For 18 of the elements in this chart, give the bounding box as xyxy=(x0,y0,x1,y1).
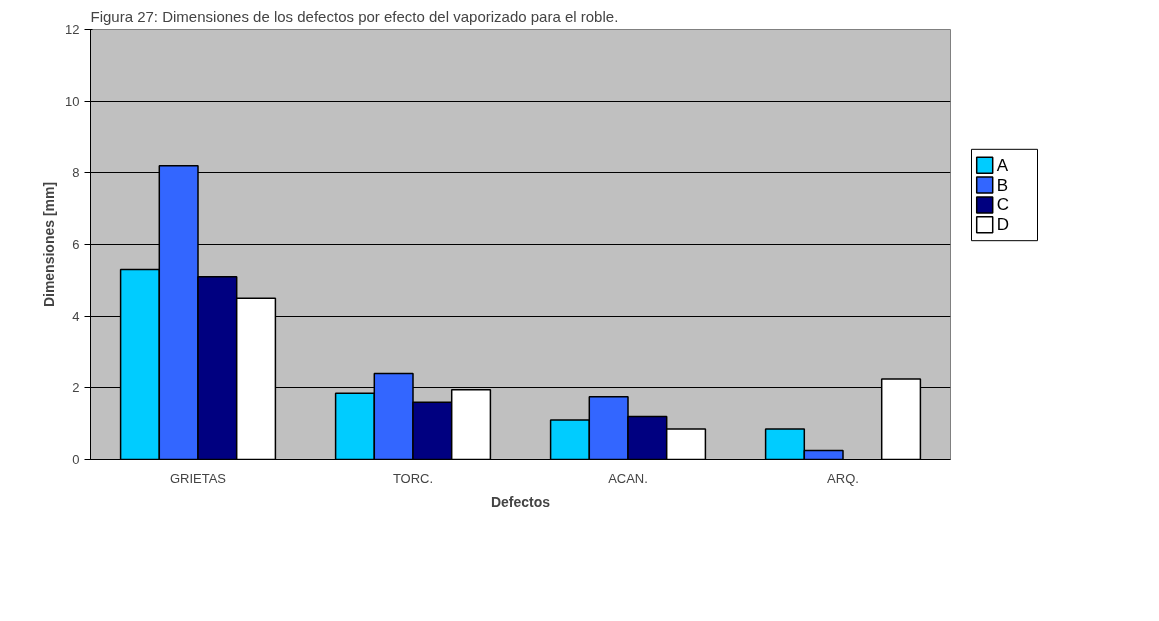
chart-title: Figura 27: Dimensiones de los defectos por efecto del vaporizado para el roble. xyxy=(90,7,619,25)
y-tick-label: 2 xyxy=(72,380,80,396)
y-tick-label: 6 xyxy=(72,237,80,252)
legend-label: B xyxy=(996,175,1009,195)
y-tick-label: 12 xyxy=(65,22,80,37)
x-tick-label: ACAN. xyxy=(608,470,648,486)
legend-label: C xyxy=(996,195,1010,215)
y-axis-title: Dimensiones [mm] xyxy=(41,181,58,308)
legend-label: A xyxy=(996,155,1009,175)
x-tick-label: GRIETAS xyxy=(169,470,227,486)
legend-label: D xyxy=(996,215,1010,235)
x-tick-label: ARQ. xyxy=(827,470,859,486)
y-tick-label: 10 xyxy=(65,93,80,109)
x-tick-label: TORC. xyxy=(392,470,434,486)
y-tick-label: 8 xyxy=(72,165,80,181)
y-tick-label: 0 xyxy=(72,452,80,467)
y-tick-label: 4 xyxy=(72,308,80,324)
x-axis-title: Defectos xyxy=(490,493,551,510)
